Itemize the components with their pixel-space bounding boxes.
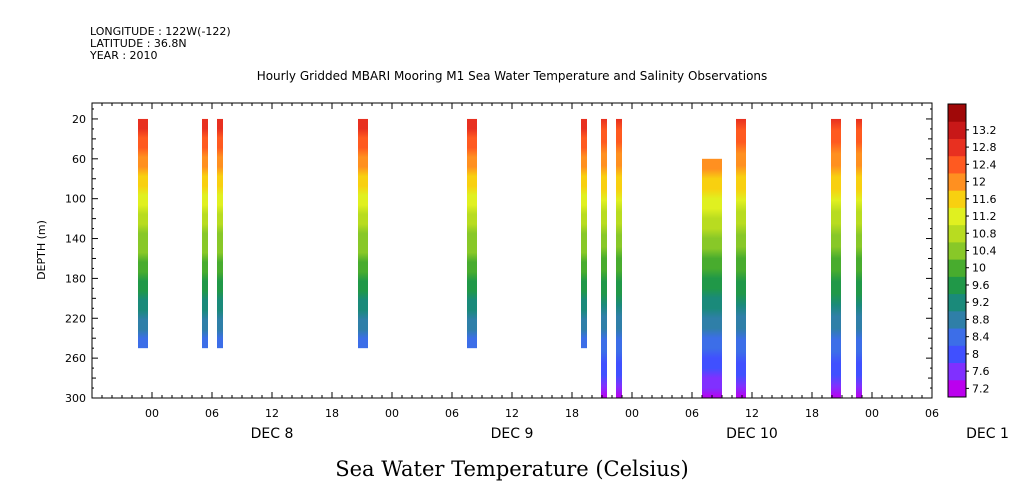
data-column bbox=[358, 118, 368, 349]
year-label: YEAR : 2010 bbox=[89, 49, 158, 62]
colorbar-label: 10 bbox=[972, 262, 986, 275]
colorbar-label: 10.8 bbox=[972, 227, 997, 240]
colorbar-label: 10.4 bbox=[972, 245, 997, 258]
x-tick-label: 06 bbox=[205, 407, 219, 420]
colorbar-label: 13.2 bbox=[972, 124, 997, 137]
x-tick-label: 00 bbox=[865, 407, 879, 420]
colorbar-label: 7.2 bbox=[972, 382, 990, 395]
colorbar-swatch bbox=[948, 224, 966, 243]
x-tick-label: 00 bbox=[385, 407, 399, 420]
colorbar-swatch bbox=[948, 276, 966, 295]
x-tick-label: 12 bbox=[265, 407, 279, 420]
colorbar-swatch bbox=[948, 241, 966, 260]
colorbar-label: 8.4 bbox=[972, 331, 990, 344]
latitude-label: LATITUDE : 36.8N bbox=[90, 37, 187, 50]
day-label: DEC 11 bbox=[966, 426, 1009, 442]
x-tick-label: 12 bbox=[745, 407, 759, 420]
data-column bbox=[702, 158, 722, 398]
data-column bbox=[467, 118, 477, 349]
data-column bbox=[616, 118, 622, 398]
data-column bbox=[736, 118, 746, 398]
data-column bbox=[138, 118, 148, 349]
data-column bbox=[856, 118, 862, 398]
data-column bbox=[202, 118, 208, 349]
y-tick-label: 180 bbox=[65, 272, 86, 285]
colorbar-swatch bbox=[948, 138, 966, 157]
header-info: LONGITUDE : 122W(-122) LATITUDE : 36.8N … bbox=[89, 25, 231, 62]
y-tick-label: 20 bbox=[72, 113, 86, 126]
colorbar-swatch bbox=[948, 155, 966, 174]
x-tick-label: 00 bbox=[625, 407, 639, 420]
chart-title: Hourly Gridded MBARI Mooring M1 Sea Wate… bbox=[257, 69, 768, 83]
footer-caption: Sea Water Temperature (Celsius) bbox=[335, 457, 689, 481]
colorbar-swatch bbox=[948, 121, 966, 139]
x-tick-label: 06 bbox=[445, 407, 459, 420]
colorbar-swatch bbox=[948, 345, 966, 364]
colorbar-label: 12.4 bbox=[972, 158, 997, 171]
data-columns bbox=[138, 118, 862, 398]
y-tick-label: 100 bbox=[65, 193, 86, 206]
y-tick-label: 260 bbox=[65, 352, 86, 365]
colorbar-swatch bbox=[948, 379, 966, 398]
colorbar-label: 7.6 bbox=[972, 365, 990, 378]
x-tick-label: 18 bbox=[565, 407, 579, 420]
colorbar-swatch bbox=[948, 104, 966, 122]
colorbar-swatch bbox=[948, 207, 966, 226]
y-tick-label: 220 bbox=[65, 312, 86, 325]
colorbar-swatch bbox=[948, 259, 966, 277]
colorbar-label: 11.6 bbox=[972, 193, 997, 206]
data-column bbox=[581, 118, 587, 349]
y-axis-label: DEPTH (m) bbox=[35, 220, 48, 280]
colorbar: 7.2 7.6 8 8.4 8.8 9.2 9.6 10 10.4 10.8 11.2 11.6 12 1… bbox=[947, 103, 997, 398]
colorbar-swatch bbox=[948, 362, 966, 381]
colorbar-label: 9.6 bbox=[972, 279, 990, 292]
day-label: DEC 8 bbox=[251, 426, 294, 442]
x-tick-label: 00 bbox=[145, 407, 159, 420]
colorbar-label: 8 bbox=[972, 348, 979, 361]
colorbar-swatch bbox=[948, 172, 966, 191]
day-label: DEC 9 bbox=[491, 426, 534, 442]
colorbar-swatch bbox=[948, 328, 966, 346]
longitude-label: LONGITUDE : 122W(-122) bbox=[90, 25, 231, 38]
x-tick-label: 12 bbox=[505, 407, 519, 420]
y-tick-label: 140 bbox=[65, 233, 86, 246]
x-tick-label: 06 bbox=[685, 407, 699, 420]
colorbar-label: 12 bbox=[972, 176, 986, 189]
y-tick-label: 60 bbox=[72, 153, 86, 166]
x-tick-label: 06 bbox=[925, 407, 939, 420]
data-column bbox=[831, 118, 841, 398]
colorbar-label: 8.8 bbox=[972, 313, 990, 326]
colorbar-swatch bbox=[948, 190, 966, 208]
data-column bbox=[217, 118, 223, 349]
colorbar-swatch bbox=[948, 310, 966, 329]
x-axis: 00 06 12 18 00 06 12 18 00 06 12 18 00 06 DEC 8 DEC 9 DE… bbox=[91, 103, 1009, 442]
y-tick-label: 300 bbox=[65, 392, 86, 405]
x-tick-label: 18 bbox=[325, 407, 339, 420]
colorbar-label: 11.2 bbox=[972, 210, 997, 223]
day-label: DEC 10 bbox=[726, 426, 778, 442]
colorbar-label: 12.8 bbox=[972, 141, 997, 154]
y-axis: 20 60 100 140 180 220 260 300 bbox=[65, 108, 932, 405]
x-tick-label: 18 bbox=[805, 407, 819, 420]
colorbar-swatch bbox=[948, 293, 966, 312]
colorbar-label: 9.2 bbox=[972, 296, 990, 309]
data-column bbox=[601, 118, 607, 398]
